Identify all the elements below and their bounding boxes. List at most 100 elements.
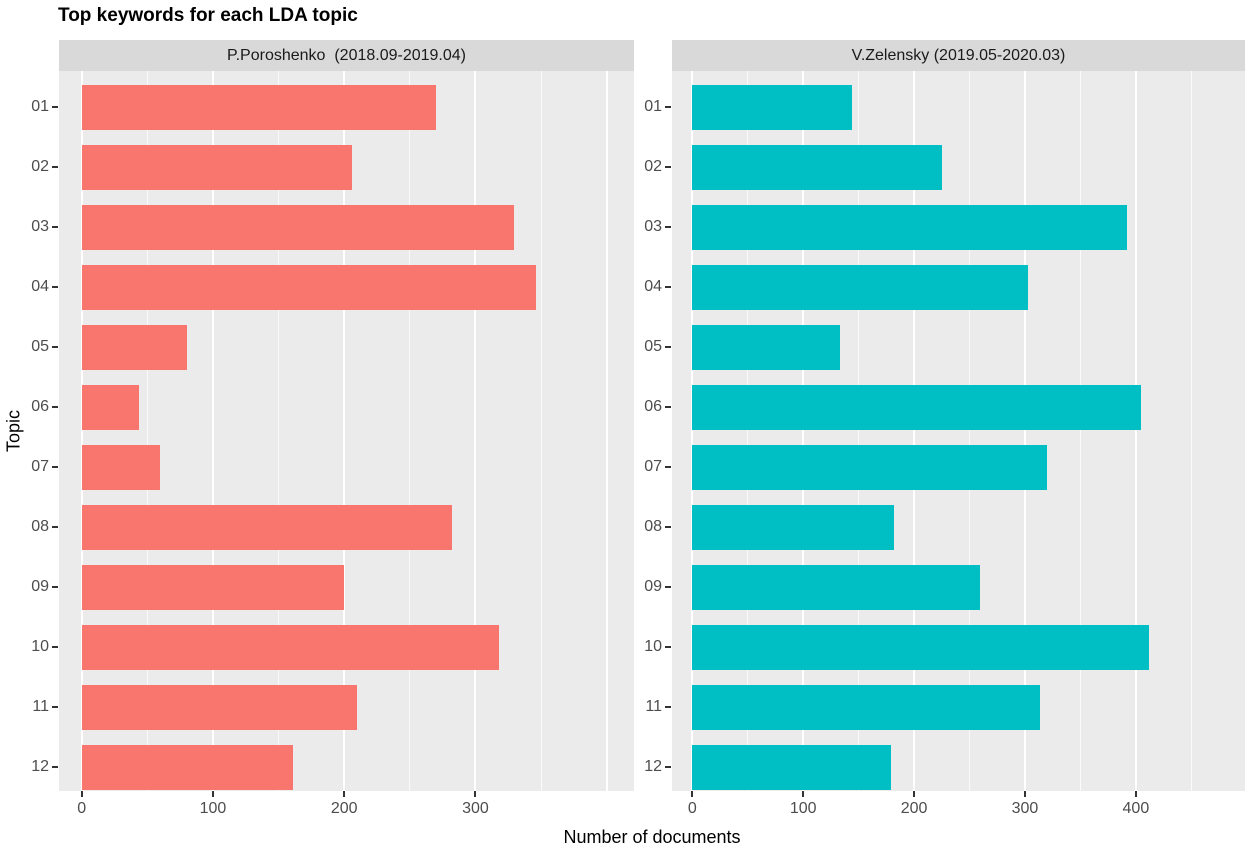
y-tick-label: 12 [644,758,662,775]
y-tick-label: 08 [644,518,662,535]
y-tick [665,646,671,648]
bar-topic-04 [81,264,536,310]
y-tick [665,766,671,768]
x-tick [343,791,346,797]
y-tick-label: 10 [644,638,662,655]
y-tick [52,166,58,168]
bar-topic-03 [692,204,1127,250]
major-gridline [343,71,346,791]
bar-topic-06 [692,384,1142,430]
bar-topic-02 [81,144,353,190]
y-tick [52,106,58,108]
x-tick-label: 400 [1122,800,1150,817]
y-tick [52,586,58,588]
y-tick-label: 11 [645,698,662,715]
bar-topic-06 [81,384,140,430]
minor-gridline [969,71,971,791]
major-gridline [691,71,694,791]
x-tick [474,791,477,797]
major-gridline [474,71,477,791]
y-tick [665,706,671,708]
x-tick-label: 300 [462,800,489,817]
y-tick-label: 01 [644,98,662,115]
major-gridline [211,71,214,791]
x-tick [802,791,805,797]
y-tick-label: 01 [31,98,49,115]
y-tick [52,226,58,228]
minor-gridline [1079,71,1081,791]
y-tick [52,706,58,708]
minor-gridline [540,71,542,791]
x-tick [691,791,694,797]
y-tick [52,286,58,288]
bar-topic-05 [81,324,187,370]
y-tick-label: 11 [32,698,49,715]
y-tick-label: 03 [644,218,662,235]
y-tick-label: 05 [31,338,49,355]
x-tick [1134,791,1137,797]
minor-gridline [278,71,280,791]
bar-topic-09 [692,564,980,610]
y-tick [665,106,671,108]
bar-topic-12 [692,744,891,790]
major-gridline [802,71,805,791]
major-gridline [605,71,608,791]
bar-topic-09 [81,564,345,610]
y-tick [52,346,58,348]
minor-gridline [1190,71,1192,791]
y-tick-label: 08 [31,518,49,535]
y-tick-label: 04 [644,278,662,295]
y-tick [665,226,671,228]
bar-topic-04 [692,264,1029,310]
y-axis-title: Topic [3,409,24,453]
y-tick [665,586,671,588]
y-tick-label: 04 [31,278,49,295]
bar-topic-11 [692,684,1041,730]
bar-topic-03 [81,204,514,250]
y-tick [665,286,671,288]
major-gridline [913,71,916,791]
y-tick [665,526,671,528]
x-tick-label: 300 [1011,800,1039,817]
bar-topic-05 [692,324,840,370]
y-tick [52,406,58,408]
facet-strip: V.Zelensky (2019.05-2020.03) [672,40,1245,71]
y-tick-label: 03 [31,218,49,235]
facet-panel [59,71,634,791]
major-gridline [80,71,83,791]
x-tick [913,791,916,797]
x-tick-label: 200 [900,800,928,817]
major-gridline [1134,71,1137,791]
y-tick-label: 07 [31,458,49,475]
x-tick-label: 0 [687,800,697,817]
bar-topic-08 [692,504,895,550]
y-tick [52,466,58,468]
x-tick [1023,791,1026,797]
bar-topic-10 [692,624,1150,670]
y-tick-label: 09 [644,578,662,595]
minor-gridline [747,71,749,791]
x-tick-label: 100 [789,800,817,817]
facet-strip: P.Poroshenko (2018.09-2019.04) [59,40,634,71]
minor-gridline [409,71,411,791]
y-tick [52,646,58,648]
bar-topic-12 [81,744,293,790]
bar-topic-07 [81,444,161,490]
y-tick-label: 12 [31,758,49,775]
bar-topic-10 [81,624,500,670]
x-tick-label: 100 [199,800,227,817]
minor-gridline [858,71,860,791]
facet-strip-label: P.Poroshenko (2018.09-2019.04) [227,46,466,64]
x-tick-label: 200 [330,800,358,817]
x-axis-title: Number of documents [563,827,741,847]
y-tick-label: 02 [31,158,49,175]
y-tick-label: 07 [644,458,662,475]
bar-topic-01 [692,84,852,130]
y-tick [665,346,671,348]
y-tick-label: 06 [31,398,49,415]
y-tick-label: 09 [31,578,49,595]
x-tick [80,791,83,797]
y-tick [665,466,671,468]
chart-title: Top keywords for each LDA topic [58,5,358,26]
